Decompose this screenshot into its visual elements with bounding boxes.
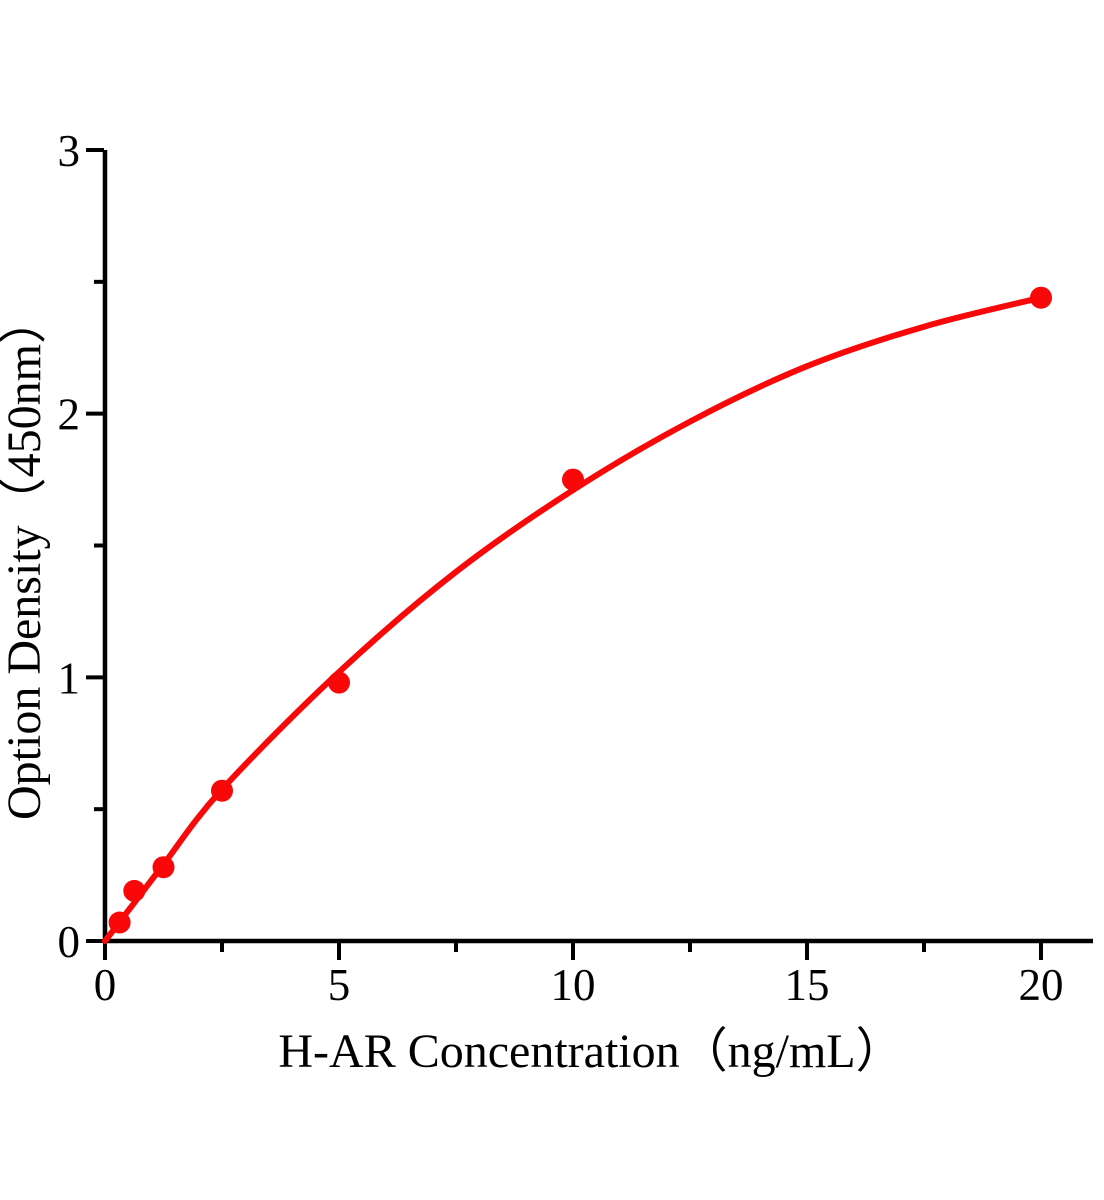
axis-tick-labels: 0 5 10 15 20 0 1 2 3 [58,126,1064,1010]
data-point [1030,286,1052,309]
y-tick-label: 3 [58,126,81,176]
x-axis-title: H-AR Concentration（ng/mL） [278,1025,903,1078]
data-point [152,856,175,879]
data-points [108,286,1052,934]
y-tick-label: 0 [58,917,81,967]
x-tick-label: 0 [94,960,117,1010]
data-point [211,779,233,802]
axis-ticks [86,148,1043,960]
x-tick-label: 5 [328,960,351,1010]
data-point [328,671,350,694]
x-tick-label: 20 [1019,960,1064,1010]
y-axis-title: Option Density（450nm） [0,296,51,820]
data-point [562,468,584,491]
data-point [108,911,131,934]
x-tick-label: 15 [785,960,830,1010]
fit-curve [102,294,1044,944]
y-tick-label: 1 [58,653,81,703]
axes [102,150,1093,944]
data-point [123,879,146,902]
x-tick-label: 10 [551,960,596,1010]
y-tick-label: 2 [58,390,81,440]
